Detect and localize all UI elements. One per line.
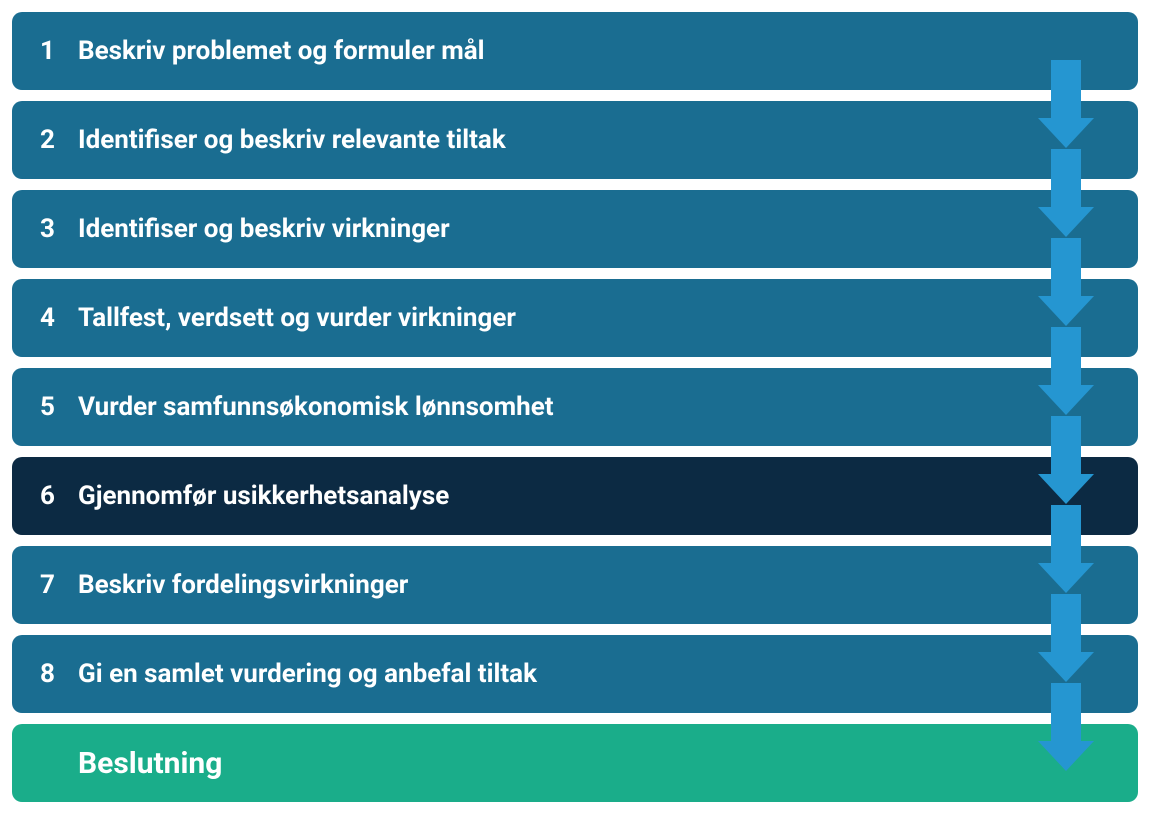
final-step: Beslutning — [12, 724, 1138, 802]
down-arrow-icon — [1038, 60, 1094, 149]
arrow-column — [1038, 60, 1094, 772]
step-8: 8 Gi en samlet vurdering og anbefal tilt… — [12, 635, 1138, 713]
process-diagram: 1 Beskriv problemet og formuler mål 2 Id… — [0, 0, 1150, 825]
step-label: Identifiser og beskriv virkninger — [78, 214, 450, 244]
step-label: Gi en samlet vurdering og anbefal tiltak — [78, 659, 537, 689]
step-label: Vurder samfunnsøkonomisk lønnsomhet — [78, 392, 554, 422]
step-number: 1 — [40, 36, 78, 66]
step-5: 5 Vurder samfunnsøkonomisk lønnsomhet — [12, 368, 1138, 446]
step-label: Beskriv fordelingsvirkninger — [78, 570, 408, 600]
step-number: 8 — [40, 659, 78, 689]
step-number: 3 — [40, 214, 78, 244]
final-step-label: Beslutning — [40, 746, 222, 781]
down-arrow-icon — [1038, 149, 1094, 238]
step-7: 7 Beskriv fordelingsvirkninger — [12, 546, 1138, 624]
step-label: Tallfest, verdsett og vurder virkninger — [78, 303, 516, 333]
step-number: 5 — [40, 392, 78, 422]
step-2: 2 Identifiser og beskriv relevante tilta… — [12, 101, 1138, 179]
step-number: 7 — [40, 570, 78, 600]
down-arrow-icon — [1038, 505, 1094, 594]
down-arrow-icon — [1038, 416, 1094, 505]
step-6-highlighted: 6 Gjennomfør usikkerhetsanalyse — [12, 457, 1138, 535]
down-arrow-icon — [1038, 594, 1094, 683]
down-arrow-icon — [1038, 327, 1094, 416]
step-label: Beskriv problemet og formuler mål — [78, 36, 485, 66]
step-number: 2 — [40, 125, 78, 155]
step-label: Identifiser og beskriv relevante tiltak — [78, 125, 506, 155]
step-4: 4 Tallfest, verdsett og vurder virkninge… — [12, 279, 1138, 357]
step-1: 1 Beskriv problemet og formuler mål — [12, 12, 1138, 90]
down-arrow-icon — [1038, 683, 1094, 772]
step-number: 6 — [40, 481, 78, 511]
down-arrow-icon — [1038, 238, 1094, 327]
step-3: 3 Identifiser og beskriv virkninger — [12, 190, 1138, 268]
step-label: Gjennomfør usikkerhetsanalyse — [78, 481, 449, 511]
step-number: 4 — [40, 303, 78, 333]
